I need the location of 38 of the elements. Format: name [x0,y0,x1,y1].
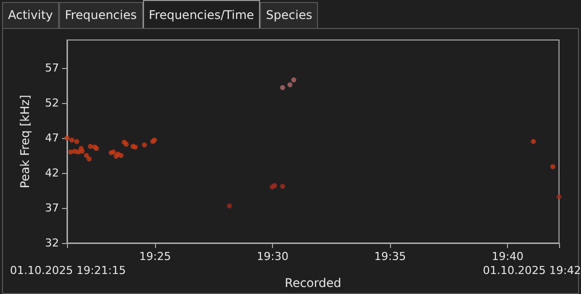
text: Activity [2,2,59,28]
point [86,156,92,162]
point [287,82,292,88]
text: Frequencies/Time [142,0,260,28]
point [530,139,536,144]
point [69,138,74,143]
point [88,144,93,149]
y-tick-label: 52 [45,96,59,110]
x-tick-label: 19:30 [256,250,288,263]
y-tick-label: 42 [45,166,59,180]
x-tick-label: 19:40 [492,250,524,263]
point [280,184,286,189]
point [280,85,286,90]
point [68,150,74,154]
text: 01.10.2025 19:42 [482,264,581,277]
text: 01.10.2025 19:21:15 [10,264,126,277]
point [74,139,80,144]
point [118,153,124,158]
point [226,203,232,208]
text: Species [260,2,318,28]
point [64,136,70,140]
point [291,77,296,82]
point [132,144,138,150]
point [84,153,89,158]
y-tick-label: 47 [45,132,59,144]
point [142,142,147,148]
x-tick-label: 19:25 [139,250,171,263]
y-tick-label: 37 [45,202,59,214]
x-tick-label: 19:35 [374,250,406,263]
y-axis-title: Peak Freq [kHz] [18,94,32,188]
y-tick-label: 32 [45,236,59,250]
point [556,194,562,200]
point [80,148,85,154]
point [550,164,556,170]
text: Frequencies [58,2,143,28]
y-tick-label: 57 [45,62,59,74]
point [272,183,278,188]
x-axis-title: Recorded [284,276,342,290]
